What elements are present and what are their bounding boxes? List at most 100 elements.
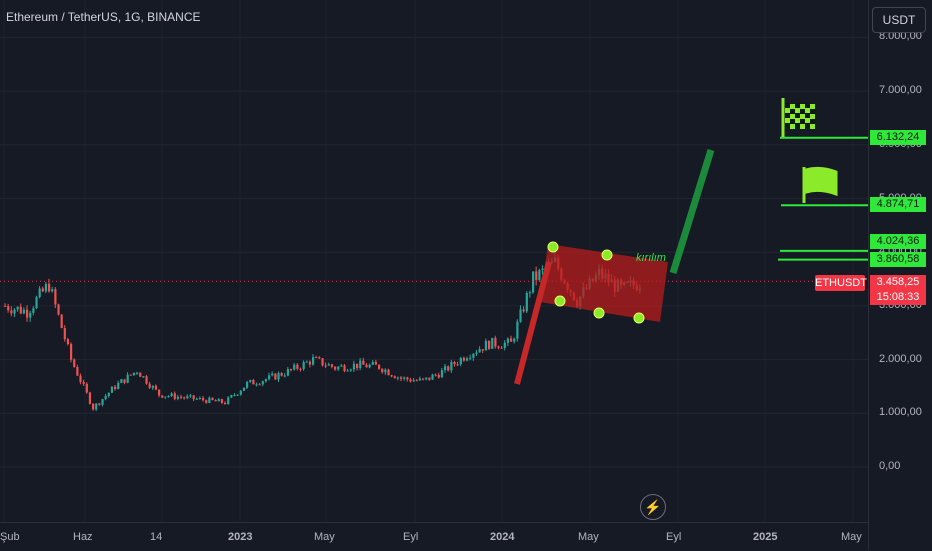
candle-body — [437, 374, 440, 378]
flag-icon — [802, 166, 838, 203]
flagpole-line — [514, 261, 552, 385]
candle-body — [418, 378, 422, 381]
candle-body — [393, 376, 396, 379]
symbol-title[interactable]: Ethereum / TetherUS, 1G, BINANCE — [6, 10, 201, 24]
time-tick-label: 2025 — [753, 531, 778, 543]
candle-body — [396, 377, 400, 379]
time-tick-label: Haz — [73, 531, 93, 543]
candle-body — [233, 395, 236, 397]
candle-body — [403, 377, 406, 379]
candle-body — [349, 369, 352, 371]
time-tick-label: 2024 — [490, 531, 515, 543]
currency-button[interactable]: USDT — [872, 7, 926, 33]
candle-body — [13, 309, 16, 314]
symbol-tag: ETHUSDT — [815, 275, 867, 291]
lightning-icon[interactable]: ⚡ — [640, 494, 666, 520]
time-tick-label: May — [314, 531, 335, 543]
candle-body — [305, 361, 308, 363]
candle-body — [186, 396, 189, 399]
candle-body — [368, 364, 371, 368]
candle-body — [151, 385, 154, 388]
candle-body — [431, 374, 434, 380]
time-tick-label: 2023 — [228, 531, 253, 543]
candle-body — [57, 304, 60, 315]
candle-body — [484, 340, 488, 351]
candle-body — [189, 395, 192, 397]
candle-body — [535, 271, 538, 280]
candle-body — [246, 381, 249, 388]
level1-price-tag: 4.024,36 — [870, 234, 926, 249]
candle-body — [7, 306, 10, 311]
candle-body — [73, 359, 76, 367]
candle-body — [44, 283, 48, 292]
candle-body — [227, 397, 230, 405]
candle-body — [510, 338, 513, 342]
price-tick-label: 2.000,00 — [879, 352, 922, 365]
candle-body — [107, 392, 110, 396]
candle-body — [500, 347, 503, 349]
target1-price-tag: 4.874,71 — [870, 197, 926, 212]
candle-body — [302, 361, 305, 370]
candle-body — [280, 373, 283, 376]
time-tick-label: Eyl — [666, 531, 682, 543]
candle-body — [76, 366, 79, 376]
candle-body — [365, 364, 368, 368]
candle-body — [321, 358, 324, 366]
candle-body — [312, 357, 315, 365]
candle-body — [528, 292, 532, 294]
pivot-marker — [547, 241, 559, 253]
candle-body — [211, 397, 214, 400]
candle-body — [488, 340, 491, 349]
candle-body — [19, 306, 22, 314]
candle-body — [532, 271, 535, 293]
candle-body — [274, 373, 277, 380]
pivot-marker — [593, 307, 605, 319]
candle-body — [506, 338, 510, 343]
candle-body — [4, 305, 7, 307]
candle-body — [406, 377, 409, 380]
countdown-tag: 15:08:33 — [870, 290, 926, 305]
candle-body — [519, 309, 522, 322]
candle-body — [447, 366, 450, 371]
time-tick-label: Eyl — [403, 531, 419, 543]
candle-body — [456, 364, 459, 366]
candle-body — [145, 376, 148, 384]
candle-body — [334, 366, 337, 370]
candle-body — [139, 372, 142, 377]
candle-body — [412, 380, 415, 382]
candle-body — [466, 358, 469, 361]
candle-body — [462, 357, 466, 361]
candle-body — [497, 346, 500, 348]
candle-body — [242, 387, 246, 391]
time-axis[interactable]: Şub Haz 14 2023 May Eyl 2024 May Eyl 2025 May — [0, 522, 868, 551]
candle-body — [35, 297, 38, 309]
price-chart[interactable] — [0, 0, 868, 522]
candle-body — [51, 289, 54, 292]
time-tick-label: 14 — [150, 531, 163, 543]
candle-body — [202, 397, 205, 401]
candle-body — [387, 369, 390, 376]
time-tick-label: May — [578, 531, 599, 543]
candle-body — [10, 310, 13, 314]
candle-body — [224, 402, 227, 405]
candle-body — [220, 399, 224, 403]
pivot-marker — [601, 249, 613, 261]
candle-body — [362, 360, 365, 365]
chart-area[interactable]: Ethereum / TetherUS, 1G, BINANCE kırılım… — [0, 0, 868, 522]
candle-body — [255, 384, 258, 386]
candle-body — [136, 372, 139, 374]
candle-body — [352, 363, 356, 370]
candle-body — [92, 403, 95, 410]
candle-body — [337, 366, 340, 370]
candle-body — [161, 395, 164, 398]
candle-body — [469, 357, 472, 359]
candle-body — [95, 403, 98, 410]
candle-body — [236, 394, 239, 396]
candle-body — [472, 353, 475, 358]
candle-body — [525, 292, 528, 312]
candle-body — [183, 397, 186, 399]
candle-body — [258, 384, 261, 386]
candle-body — [296, 364, 299, 369]
pivot-marker — [633, 312, 645, 324]
candle-body — [66, 339, 70, 345]
